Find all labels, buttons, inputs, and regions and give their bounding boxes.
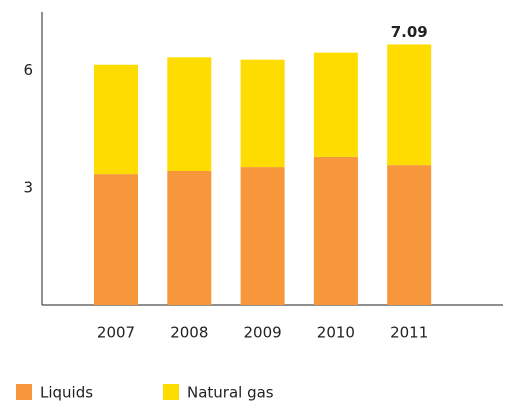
legend-label: Liquids [40, 384, 93, 402]
x-tick-label: 2008 [170, 324, 208, 342]
legend-swatch [16, 384, 32, 400]
bar-segment [240, 167, 285, 305]
bar-segment [94, 174, 138, 305]
x-tick-label: 2010 [317, 324, 355, 342]
bar-segment [167, 171, 212, 305]
x-tick-label: 2009 [244, 324, 282, 342]
bar-segment [167, 57, 212, 172]
bar-segment [240, 59, 285, 168]
bar-segment [313, 52, 358, 157]
legend-label: Natural gas [187, 384, 274, 402]
legend-swatch [163, 384, 179, 400]
annotation: 7.09 [391, 23, 428, 41]
bar-segment [94, 64, 138, 175]
y-tick-label: 3 [23, 178, 33, 196]
bar-segment [387, 44, 432, 166]
bar-segment [387, 165, 432, 305]
x-tick-label: 2007 [97, 324, 135, 342]
y-tick-label: 6 [23, 61, 33, 79]
bar-segment [313, 156, 358, 305]
x-tick-label: 2011 [390, 324, 428, 342]
